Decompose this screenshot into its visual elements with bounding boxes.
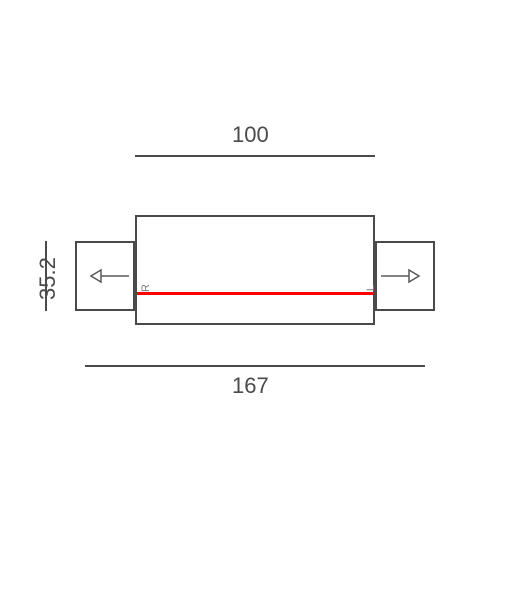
diagram-stage: 100 35.2 R L 167 [0,0,510,600]
marker-l: L [365,285,377,291]
arrow-right-icon [379,266,421,286]
main-body [135,215,375,325]
red-center-line [137,292,373,295]
dim-label-bottom: 167 [232,373,269,399]
dim-line-bottom [85,365,425,367]
marker-r: R [140,284,152,292]
dim-label-left: 35.2 [35,257,61,300]
dim-line-top [135,155,375,157]
arrow-left-icon [89,266,131,286]
dim-label-top: 100 [232,122,269,148]
